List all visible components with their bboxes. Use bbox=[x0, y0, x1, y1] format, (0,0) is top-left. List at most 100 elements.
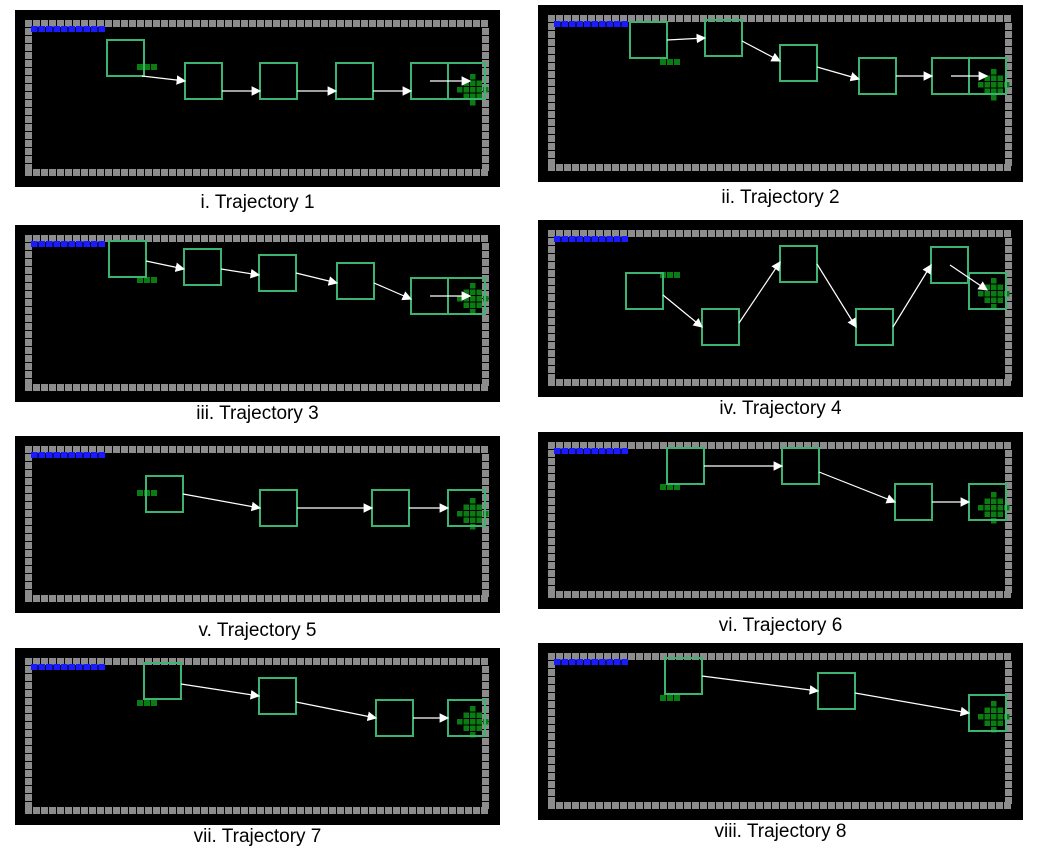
agent-block bbox=[660, 695, 666, 701]
wall-tile bbox=[868, 164, 875, 171]
wall-tile bbox=[385, 446, 392, 453]
grid-world bbox=[548, 15, 1012, 171]
wall-tile bbox=[97, 384, 104, 391]
wall-tile bbox=[812, 653, 819, 660]
wall-tile bbox=[449, 384, 456, 391]
panel-caption: iv. Trajectory 4 bbox=[719, 398, 842, 419]
wall-tile bbox=[772, 591, 779, 598]
wall-tile bbox=[73, 169, 80, 176]
wall-tile bbox=[844, 15, 851, 22]
wall-tile bbox=[433, 235, 440, 242]
wall-tile bbox=[1005, 570, 1012, 577]
wall-tile bbox=[836, 15, 843, 22]
wall-tile bbox=[1005, 578, 1012, 585]
goal-block bbox=[457, 296, 463, 302]
wall-tile bbox=[596, 591, 603, 598]
wall-tile bbox=[548, 111, 555, 118]
wall-tile bbox=[25, 243, 32, 250]
wall-tile bbox=[209, 384, 216, 391]
wall-tile bbox=[257, 235, 264, 242]
wall-tile bbox=[908, 591, 915, 598]
wall-tile bbox=[1004, 164, 1011, 171]
wall-tile bbox=[644, 802, 651, 809]
wall-tile bbox=[956, 591, 963, 598]
wall-tile bbox=[844, 379, 851, 386]
wall-tile bbox=[924, 15, 931, 22]
wall-tile bbox=[145, 169, 152, 176]
wall-tile bbox=[482, 267, 489, 274]
wall-tile bbox=[209, 20, 216, 27]
wall-tile bbox=[345, 20, 352, 27]
wall-tile bbox=[740, 379, 747, 386]
wall-tile bbox=[916, 591, 923, 598]
wall-tile bbox=[596, 379, 603, 386]
wall-tile bbox=[1005, 530, 1012, 537]
wall-tile bbox=[473, 807, 480, 814]
wall-tile bbox=[876, 230, 883, 237]
wall-tile bbox=[345, 446, 352, 453]
wall-tile bbox=[161, 807, 168, 814]
wall-tile bbox=[25, 534, 32, 541]
wall-tile bbox=[820, 15, 827, 22]
wall-tile bbox=[676, 230, 683, 237]
wall-tile bbox=[916, 802, 923, 809]
position-box bbox=[336, 262, 375, 300]
position-box bbox=[779, 245, 818, 283]
wall-tile bbox=[313, 658, 320, 665]
wall-tile bbox=[409, 658, 416, 665]
wall-tile bbox=[1005, 302, 1012, 309]
wall-tile bbox=[482, 347, 489, 354]
wall-tile bbox=[482, 478, 489, 485]
wall-tile bbox=[25, 722, 32, 729]
wall-tile bbox=[948, 230, 955, 237]
wall-tile bbox=[996, 164, 1003, 171]
wall-tile bbox=[740, 802, 747, 809]
goal-block bbox=[470, 712, 476, 718]
wall-tile bbox=[369, 384, 376, 391]
wall-tile bbox=[636, 591, 643, 598]
wall-tile bbox=[1005, 450, 1012, 457]
wall-tile bbox=[708, 15, 715, 22]
wall-tile bbox=[153, 658, 160, 665]
wall-tile bbox=[820, 442, 827, 449]
wall-tile bbox=[580, 802, 587, 809]
wall-tile bbox=[25, 363, 32, 370]
wall-tile bbox=[820, 230, 827, 237]
wall-tile bbox=[716, 15, 723, 22]
goal-block bbox=[457, 511, 463, 517]
wall-tile bbox=[482, 746, 489, 753]
goal-block bbox=[476, 87, 482, 93]
wall-tile bbox=[113, 658, 120, 665]
wall-tile bbox=[441, 384, 448, 391]
goal-block bbox=[991, 511, 997, 517]
wall-tile bbox=[313, 595, 320, 602]
wall-tile bbox=[313, 169, 320, 176]
wall-tile bbox=[417, 169, 424, 176]
wall-tile bbox=[137, 384, 144, 391]
goal-block bbox=[997, 297, 1003, 303]
wall-tile bbox=[209, 595, 216, 602]
wall-tile bbox=[25, 566, 32, 573]
wall-tile bbox=[1004, 442, 1011, 449]
wall-tile bbox=[257, 384, 264, 391]
wall-tile bbox=[660, 653, 667, 660]
wall-tile bbox=[548, 159, 555, 166]
wall-tile bbox=[217, 446, 224, 453]
goal-block bbox=[991, 69, 997, 75]
wall-tile bbox=[1005, 741, 1012, 748]
wall-tile bbox=[548, 749, 555, 756]
wall-tile bbox=[548, 294, 555, 301]
wall-tile bbox=[273, 595, 280, 602]
wall-tile bbox=[441, 807, 448, 814]
grid-world bbox=[25, 20, 489, 176]
wall-tile bbox=[25, 169, 32, 176]
trajectory-panel bbox=[538, 432, 1023, 609]
wall-tile bbox=[868, 802, 875, 809]
wall-tile bbox=[337, 446, 344, 453]
wall-tile bbox=[345, 384, 352, 391]
panel-caption: ii. Trajectory 2 bbox=[721, 187, 840, 208]
wall-tile bbox=[305, 658, 312, 665]
wall-tile bbox=[852, 379, 859, 386]
progress-segment bbox=[591, 659, 598, 665]
wall-tile bbox=[780, 379, 787, 386]
